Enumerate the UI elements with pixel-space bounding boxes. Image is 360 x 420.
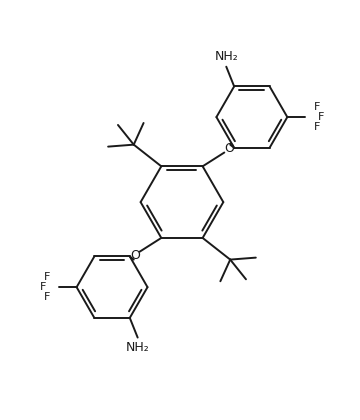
- Text: F: F: [314, 102, 320, 112]
- Text: NH₂: NH₂: [126, 341, 149, 354]
- Text: F: F: [44, 292, 50, 302]
- Text: O: O: [224, 142, 234, 155]
- Text: F: F: [44, 272, 50, 282]
- Text: NH₂: NH₂: [215, 50, 238, 63]
- Text: F: F: [314, 122, 320, 132]
- Text: F: F: [40, 282, 46, 292]
- Text: F: F: [318, 112, 324, 122]
- Text: O: O: [130, 249, 140, 262]
